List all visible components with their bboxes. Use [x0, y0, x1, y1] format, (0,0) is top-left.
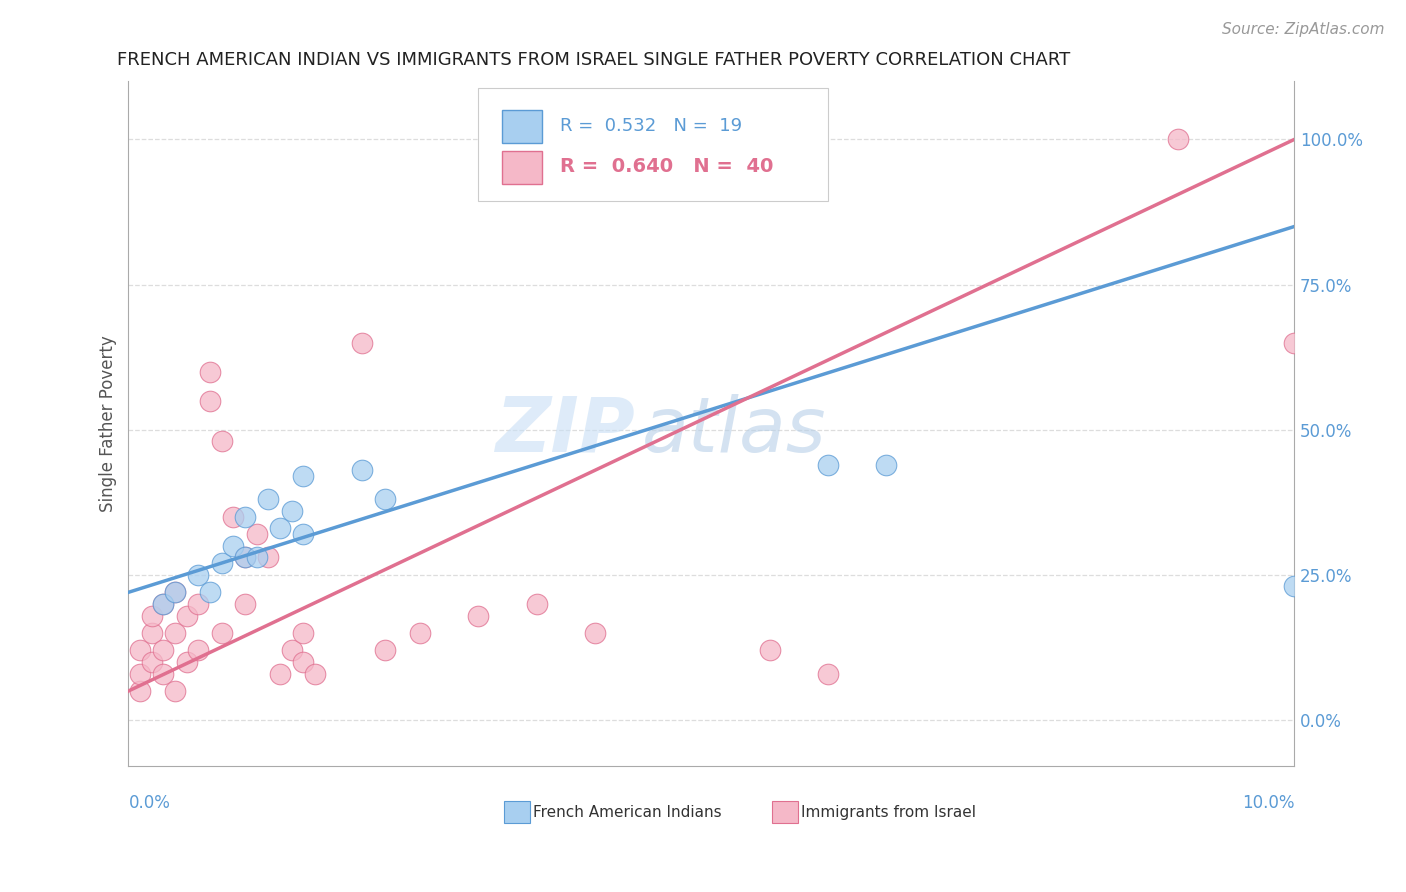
- Point: [165, 626, 187, 640]
- Point: [280, 643, 302, 657]
- Text: FRENCH AMERICAN INDIAN VS IMMIGRANTS FROM ISRAEL SINGLE FATHER POVERTY CORRELATI: FRENCH AMERICAN INDIAN VS IMMIGRANTS FRO…: [117, 51, 1070, 69]
- Bar: [503, 801, 530, 823]
- Point: [187, 597, 209, 611]
- Y-axis label: Single Father Poverty: Single Father Poverty: [100, 335, 117, 512]
- Point: [257, 492, 280, 507]
- Point: [198, 585, 221, 599]
- Text: atlas: atlas: [641, 393, 825, 467]
- Point: [374, 643, 396, 657]
- Point: [176, 655, 198, 669]
- Point: [1167, 132, 1189, 146]
- Point: [292, 469, 315, 483]
- Text: French American Indians: French American Indians: [533, 805, 721, 820]
- Point: [141, 655, 163, 669]
- Point: [280, 504, 302, 518]
- Point: [129, 666, 152, 681]
- Point: [233, 509, 256, 524]
- Point: [152, 643, 174, 657]
- Point: [165, 585, 187, 599]
- Point: [233, 550, 256, 565]
- Point: [129, 643, 152, 657]
- Point: [233, 597, 256, 611]
- Point: [222, 539, 245, 553]
- Text: 10.0%: 10.0%: [1241, 794, 1295, 812]
- Point: [583, 626, 606, 640]
- Text: Immigrants from Israel: Immigrants from Israel: [801, 805, 976, 820]
- Text: R =  0.640   N =  40: R = 0.640 N = 40: [560, 158, 773, 177]
- Point: [246, 550, 269, 565]
- Point: [129, 684, 152, 698]
- Point: [176, 608, 198, 623]
- Point: [817, 666, 839, 681]
- Point: [187, 567, 209, 582]
- Text: Source: ZipAtlas.com: Source: ZipAtlas.com: [1222, 22, 1385, 37]
- Point: [246, 527, 269, 541]
- Point: [758, 643, 780, 657]
- Point: [817, 458, 839, 472]
- Point: [1284, 335, 1306, 350]
- Point: [257, 550, 280, 565]
- Point: [292, 626, 315, 640]
- Point: [152, 666, 174, 681]
- Point: [269, 666, 291, 681]
- Point: [198, 365, 221, 379]
- Point: [350, 335, 373, 350]
- Point: [292, 527, 315, 541]
- Point: [1284, 579, 1306, 593]
- Point: [187, 643, 209, 657]
- Bar: [772, 801, 797, 823]
- Text: R =  0.532   N =  19: R = 0.532 N = 19: [560, 117, 742, 135]
- Point: [165, 585, 187, 599]
- Point: [211, 626, 233, 640]
- Point: [233, 550, 256, 565]
- FancyBboxPatch shape: [478, 88, 828, 202]
- Point: [211, 434, 233, 449]
- Bar: [502, 152, 543, 184]
- Point: [222, 509, 245, 524]
- Point: [526, 597, 548, 611]
- Point: [269, 521, 291, 535]
- Point: [304, 666, 326, 681]
- Point: [152, 597, 174, 611]
- Point: [211, 556, 233, 570]
- Point: [467, 608, 489, 623]
- Point: [141, 608, 163, 623]
- Bar: [502, 110, 543, 143]
- Point: [198, 393, 221, 408]
- Point: [409, 626, 432, 640]
- Point: [374, 492, 396, 507]
- Point: [152, 597, 174, 611]
- Text: 0.0%: 0.0%: [128, 794, 170, 812]
- Point: [292, 655, 315, 669]
- Point: [350, 463, 373, 477]
- Point: [165, 684, 187, 698]
- Point: [875, 458, 897, 472]
- Point: [141, 626, 163, 640]
- Text: ZIP: ZIP: [496, 393, 636, 467]
